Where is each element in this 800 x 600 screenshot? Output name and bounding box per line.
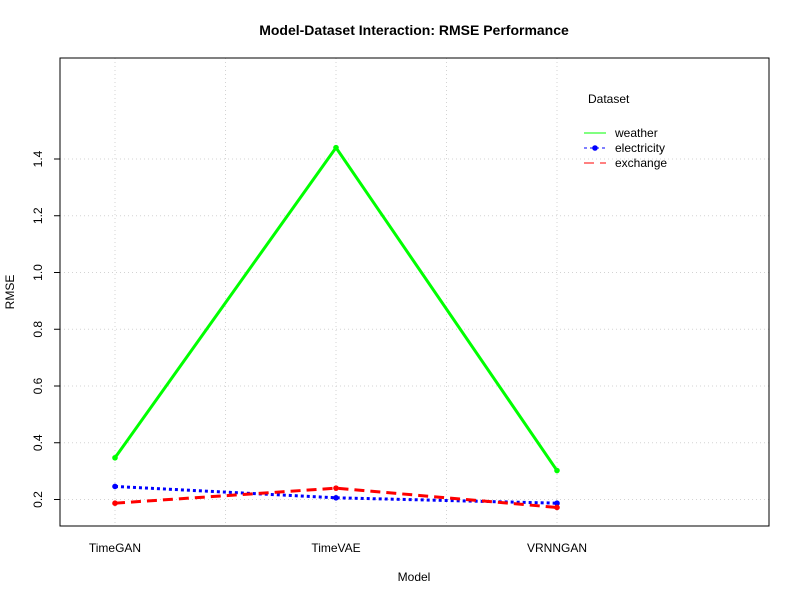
data-point-weather	[554, 467, 560, 474]
y-tick-label: 0.6	[31, 377, 45, 394]
data-point-electricity	[554, 500, 560, 506]
data-point-weather	[112, 454, 118, 461]
legend-marker-electricity	[592, 145, 598, 151]
x-axis: TimeGAN TimeVAE VRNNGAN	[89, 541, 587, 555]
data-point-exchange	[333, 485, 339, 491]
series-layer	[112, 144, 560, 511]
y-tick-label: 0.4	[31, 434, 45, 451]
data-point-exchange	[112, 500, 118, 506]
y-axis-label: RMSE	[3, 275, 17, 310]
legend-label-electricity: electricity	[615, 141, 665, 155]
y-tick-label: 1.4	[31, 150, 45, 167]
legend-label-weather: weather	[614, 126, 658, 140]
y-tick-label: 1.2	[31, 207, 45, 224]
x-tick-label: VRNNGAN	[527, 541, 587, 555]
plot-frame	[59, 57, 770, 527]
data-point-electricity	[112, 483, 118, 490]
x-tick-label: TimeVAE	[311, 541, 360, 555]
y-tick-label: 1.0	[31, 264, 45, 281]
series-weather	[112, 144, 560, 474]
data-point-weather	[333, 144, 339, 151]
data-point-exchange	[554, 504, 560, 511]
x-axis-label: Model	[398, 570, 431, 584]
legend-title: Dataset	[588, 92, 630, 106]
x-tick-label: TimeGAN	[89, 541, 141, 555]
y-tick-label: 0.8	[31, 321, 45, 338]
legend-label-exchange: exchange	[615, 156, 667, 170]
series-line-exchange	[114, 486, 558, 509]
y-tick-label: 0.2	[31, 491, 45, 508]
y-axis: 0.2 0.4 0.6 0.8 1.0 1.2 1.4	[31, 150, 60, 508]
series-exchange	[112, 485, 560, 511]
chart-title: Model-Dataset Interaction: RMSE Performa…	[259, 22, 569, 38]
data-point-electricity	[333, 494, 339, 501]
